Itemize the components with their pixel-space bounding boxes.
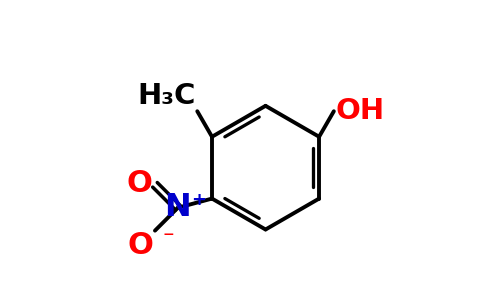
Text: O: O <box>126 169 152 198</box>
Text: +: + <box>191 191 206 209</box>
Text: OH: OH <box>335 97 384 125</box>
Text: N: N <box>165 192 191 223</box>
Text: ⁻: ⁻ <box>162 229 174 249</box>
Text: H₃C: H₃C <box>137 82 196 110</box>
Text: O: O <box>128 231 153 260</box>
